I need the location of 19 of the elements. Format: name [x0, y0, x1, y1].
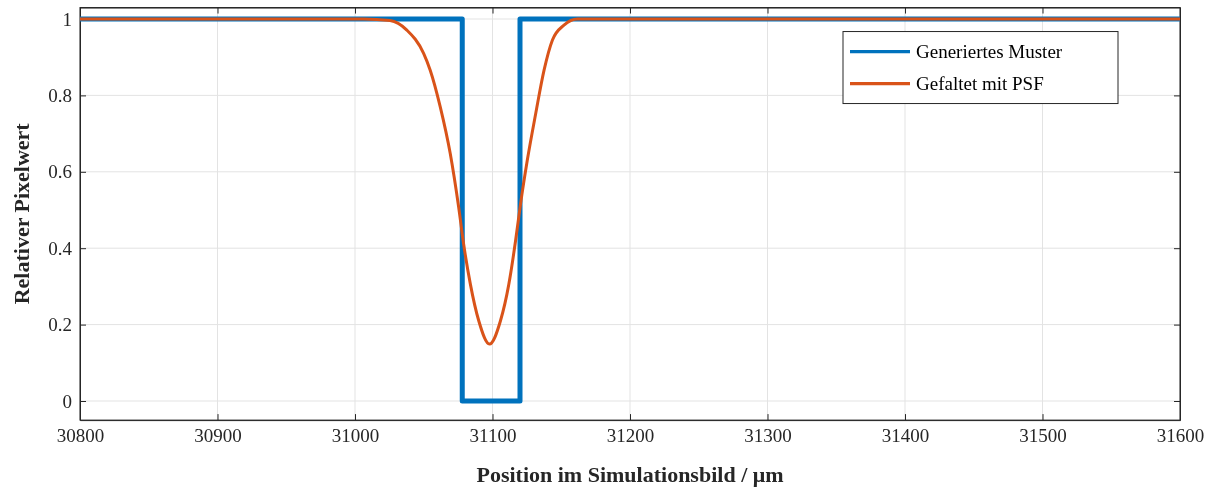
y-tick-label: 0.8 [48, 84, 72, 106]
x-tick-label: 31100 [469, 424, 517, 446]
x-tick-label: 31400 [881, 424, 930, 446]
x-tick-label: 31000 [331, 424, 380, 446]
y-tick-label: 0.6 [48, 161, 72, 183]
x-tick-label: 31300 [744, 424, 792, 446]
x-tick-label: 30900 [194, 424, 242, 446]
x-axis-title: Position im Simulationsbild / μm [476, 462, 784, 487]
legend-label: Generiertes Muster [916, 40, 1063, 62]
y-tick-label: 1 [62, 8, 72, 30]
x-tick-label: 31500 [1019, 424, 1067, 446]
y-tick-label: 0.2 [48, 314, 72, 336]
legend-label: Gefaltet mit PSF [916, 72, 1044, 94]
y-tick-label: 0 [62, 390, 72, 412]
x-tick-label: 30800 [56, 424, 105, 446]
y-axis-title: Relativer Pixelwert [9, 122, 34, 305]
x-tick-label: 31600 [1156, 424, 1205, 446]
y-tick-label: 0.4 [48, 237, 73, 259]
x-tick-label: 31200 [606, 424, 655, 446]
